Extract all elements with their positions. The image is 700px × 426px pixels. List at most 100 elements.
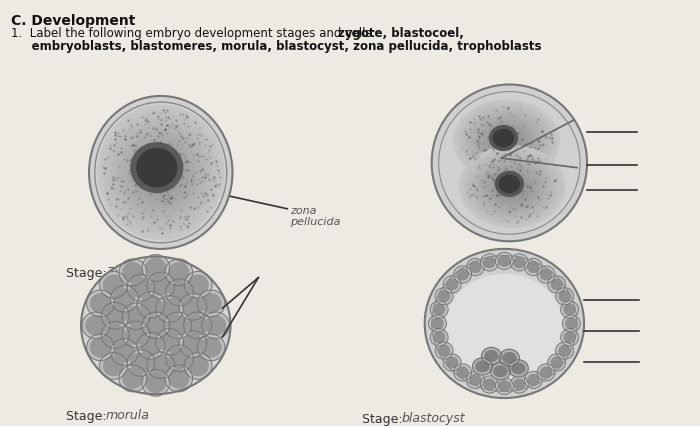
Circle shape [484,379,495,390]
Circle shape [433,332,444,343]
Ellipse shape [475,158,550,216]
Text: pellucida: pellucida [290,217,341,227]
Circle shape [470,375,481,385]
Ellipse shape [141,337,161,356]
Ellipse shape [127,275,155,302]
Circle shape [514,257,525,268]
Text: morula: morula [106,408,150,420]
Ellipse shape [108,118,213,229]
Ellipse shape [483,164,542,210]
Ellipse shape [169,263,189,282]
Ellipse shape [491,171,533,204]
Ellipse shape [164,259,193,286]
Circle shape [556,288,574,305]
Circle shape [457,270,468,280]
Circle shape [564,305,575,315]
Ellipse shape [87,291,115,317]
Ellipse shape [146,259,166,278]
Ellipse shape [499,176,519,193]
Circle shape [561,301,579,318]
Ellipse shape [146,316,166,335]
Circle shape [496,253,513,270]
Ellipse shape [184,272,212,299]
Ellipse shape [122,303,150,330]
Circle shape [551,279,562,290]
Ellipse shape [143,154,178,192]
Text: blastocyst: blastocyst [402,412,466,424]
Circle shape [559,291,570,302]
Ellipse shape [473,115,540,167]
Circle shape [561,329,579,346]
Circle shape [562,315,580,332]
Ellipse shape [500,178,525,197]
Ellipse shape [122,321,150,348]
Circle shape [537,364,555,381]
Ellipse shape [147,352,175,379]
Circle shape [443,276,461,294]
Ellipse shape [188,316,208,335]
Ellipse shape [460,106,553,177]
Ellipse shape [466,152,559,223]
Ellipse shape [184,353,212,380]
Text: zona: zona [290,205,316,216]
Circle shape [433,305,444,315]
Ellipse shape [496,172,524,197]
Circle shape [435,288,453,305]
Ellipse shape [90,338,111,357]
Circle shape [510,376,528,393]
Ellipse shape [485,166,540,208]
Ellipse shape [470,155,554,220]
Circle shape [540,367,552,378]
Ellipse shape [496,174,529,200]
Ellipse shape [502,179,523,196]
Ellipse shape [131,144,183,193]
Ellipse shape [499,349,519,367]
Circle shape [499,256,510,267]
Ellipse shape [183,334,203,354]
Ellipse shape [494,173,531,202]
Ellipse shape [206,316,225,335]
Ellipse shape [139,150,183,196]
Ellipse shape [119,365,147,392]
Ellipse shape [169,349,190,368]
Ellipse shape [97,106,224,240]
Ellipse shape [167,316,188,335]
Ellipse shape [105,306,125,325]
Circle shape [564,332,575,343]
Ellipse shape [425,249,584,398]
Text: Stage:: Stage: [66,409,111,422]
Ellipse shape [118,127,204,219]
Ellipse shape [432,85,587,242]
Ellipse shape [444,275,564,382]
Text: zygote, blastocoel,: zygote, blastocoel, [338,27,464,40]
Ellipse shape [454,101,559,182]
Ellipse shape [123,369,143,388]
Ellipse shape [105,325,125,345]
Ellipse shape [179,294,206,320]
Circle shape [480,376,498,393]
Ellipse shape [160,332,179,351]
Circle shape [480,254,498,271]
Ellipse shape [99,353,127,380]
Ellipse shape [489,126,517,151]
Ellipse shape [111,286,139,312]
Ellipse shape [461,148,563,226]
Circle shape [428,315,447,332]
Ellipse shape [105,114,217,233]
Ellipse shape [155,167,166,179]
Ellipse shape [201,294,221,314]
Circle shape [447,279,458,290]
Ellipse shape [148,160,174,187]
Ellipse shape [479,121,534,163]
Ellipse shape [473,156,552,218]
Ellipse shape [494,130,513,147]
Ellipse shape [112,121,209,225]
Ellipse shape [153,165,168,181]
Ellipse shape [121,131,200,215]
Ellipse shape [99,272,127,299]
Ellipse shape [510,186,514,189]
Ellipse shape [142,369,169,396]
Circle shape [447,357,458,368]
Ellipse shape [476,361,489,372]
Circle shape [457,367,468,378]
